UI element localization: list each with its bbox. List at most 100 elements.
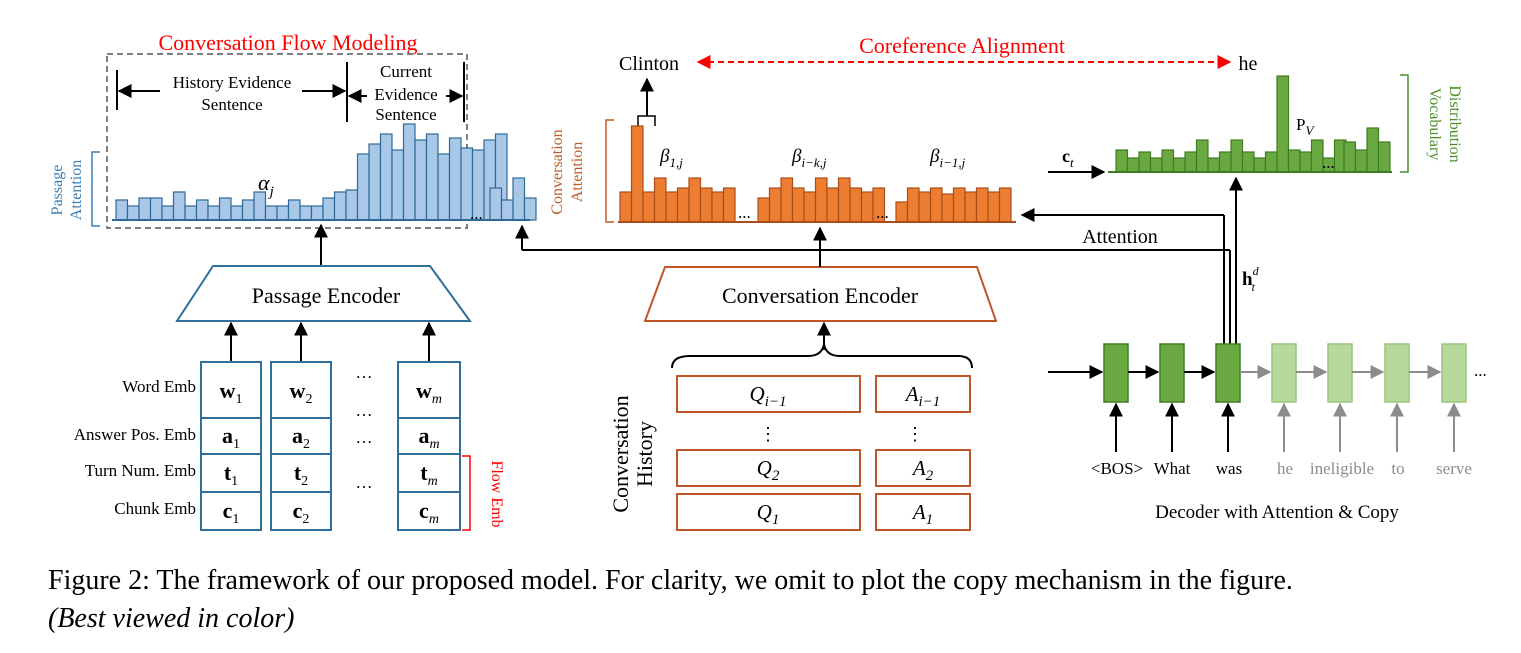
vocabulary-bar (1149, 157, 1163, 173)
passage-attention-bar (500, 199, 514, 221)
conv-ellipsis-1: ... (738, 203, 751, 222)
conversation-attention-bar (952, 187, 966, 223)
token-to: to (1391, 459, 1404, 478)
passage-attention-ellipsis: ... (470, 204, 483, 223)
conversation-attention-bar (699, 187, 713, 223)
decoder-cell (1327, 343, 1353, 403)
conversation-attention-bar (975, 187, 989, 223)
w-2: w2 (290, 378, 313, 407)
he-word: he (1239, 53, 1258, 75)
conversation-attention-bar (768, 187, 782, 223)
decoder-cell (1159, 343, 1185, 403)
answer-pos-emb-label: Answer Pos. Emb (74, 425, 196, 444)
c-2: c2 (293, 498, 310, 527)
passage-attention-bar (126, 205, 140, 221)
conversation-history-label-2: History (632, 421, 657, 487)
vocabulary-bar (1299, 151, 1313, 173)
embedding-dots: … … … … (356, 363, 373, 492)
history-brace (671, 343, 973, 369)
a-m: am (418, 423, 439, 452)
word-emb-cell-m (397, 361, 461, 419)
current-label-1: Current (380, 62, 432, 81)
turn-num-emb-label: Turn Num. Emb (85, 461, 196, 480)
history-label-1: History Evidence (173, 73, 292, 92)
conversation-attention-bar (642, 191, 656, 223)
a-1: a1 (222, 423, 240, 452)
dots-3: … (356, 428, 373, 447)
clinton-word: Clinton (619, 53, 679, 75)
passage-attention-bar (322, 197, 336, 221)
vocabulary-bar (1253, 157, 1267, 173)
dots-1: … (356, 363, 373, 382)
vocabulary-bar (1230, 139, 1244, 173)
conversation-attention-bar (998, 187, 1012, 223)
vocabulary-bar (1377, 141, 1391, 173)
vocabulary-bar (1241, 151, 1255, 173)
vocabulary-bar (1276, 75, 1290, 173)
a-2: A2 (911, 456, 934, 484)
vocabulary-bar (1207, 157, 1221, 173)
turn-emb-cell-2 (270, 453, 332, 493)
vocabulary-bar (1366, 127, 1380, 173)
pv-label: PV (1296, 115, 1315, 138)
embedding-column-m: wm am tm cm (397, 321, 461, 531)
embedding-column-1: w1 a1 t1 c1 (200, 321, 262, 531)
decoder-cell (1384, 343, 1410, 403)
conversation-attention-bar (837, 177, 851, 223)
conversation-attention-bar (688, 177, 702, 223)
current-label-2: Evidence (374, 85, 437, 104)
passage-attention-bar (489, 187, 503, 221)
passage-embedding-row-labels: Word Emb Answer Pos. Emb Turn Num. Emb C… (74, 377, 196, 518)
vocab-label-1: Vocabulary (1426, 88, 1443, 161)
conversation-attention-bar (711, 191, 725, 223)
passage-attention-bar (276, 205, 290, 221)
flow-modeling-title: Conversation Flow Modeling (158, 30, 417, 55)
a-1-cell (875, 493, 971, 531)
passage-attention-bar (402, 123, 416, 221)
passage-attention-bar (184, 205, 198, 221)
conversation-encoder-title: Conversation Encoder (722, 283, 919, 308)
conv-ellipsis-2: ... (876, 203, 889, 222)
conversation-attention-bar (826, 187, 840, 223)
conv-attention-bracket (605, 119, 614, 223)
conversation-attention-bar (987, 191, 1001, 223)
beta-i1j: βi−1,j (929, 146, 966, 170)
passage-attention-bar (172, 191, 186, 221)
passage-encoder-title: Passage Encoder (252, 283, 401, 308)
history-label-2: Sentence (201, 95, 262, 114)
caption-line-2: (Best viewed in color) (48, 603, 295, 634)
passage-attention-bar (437, 153, 451, 221)
attention-label: Attention (1082, 226, 1158, 248)
conversation-attention-bar (860, 191, 874, 223)
ct-label: ct (1062, 146, 1074, 170)
a-2-cell (875, 449, 971, 487)
q-i-1-cell (676, 375, 861, 413)
q-2: Q2 (757, 456, 780, 484)
conversation-attention-bar (918, 191, 932, 223)
passage-attention-bar (207, 205, 221, 221)
passage-attention-bar (425, 133, 439, 221)
embedding-column-2: w2 a2 t2 c2 (270, 321, 332, 531)
vocabulary-distribution-bars (1115, 75, 1391, 173)
passage-attention-bar (310, 205, 324, 221)
passage-attention-bar (253, 191, 267, 221)
conversation-attention-bar (757, 197, 771, 223)
decoder-cell (1271, 343, 1297, 403)
decoder-cell (1103, 343, 1129, 403)
flow-modeling-box (106, 53, 468, 229)
conversation-attention-bar (803, 191, 817, 223)
passage-attention-bar (230, 205, 244, 221)
passage-attention-bar (391, 149, 405, 221)
word-emb-cell-2 (270, 361, 332, 419)
beta-1j: β1,j (659, 146, 683, 170)
a-i-1: Ai−1 (904, 382, 941, 410)
conversation-attention-bar (676, 187, 690, 223)
word-emb-cell-1 (200, 361, 262, 419)
conversation-attention-bar (895, 201, 909, 223)
conversation-attention-bar (791, 187, 805, 223)
passage-attention-bracket (91, 151, 100, 227)
coreference-title: Coreference Alignment (859, 33, 1065, 58)
passage-attention-bar (161, 205, 175, 221)
passage-attention-bar (414, 139, 428, 221)
w-m: wm (416, 378, 442, 407)
